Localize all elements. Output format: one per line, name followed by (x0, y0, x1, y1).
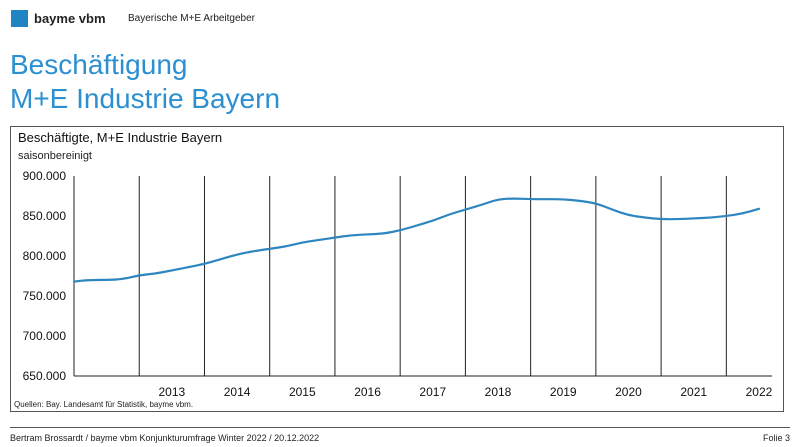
x-tick-label: 2022 (746, 385, 773, 399)
y-tick-label: 750.000 (23, 289, 67, 303)
y-tick-label: 850.000 (23, 209, 67, 223)
x-tick-label: 2018 (485, 385, 512, 399)
footer-citation: Bertram Brossardt / bayme vbm Konjunktur… (10, 432, 319, 444)
x-tick-label: 2019 (550, 385, 577, 399)
y-tick-label: 650.000 (23, 369, 67, 383)
y-tick-label: 800.000 (23, 249, 67, 263)
x-tick-label: 2020 (615, 385, 642, 399)
series-line-0 (74, 199, 759, 282)
x-tick-label: 2014 (224, 385, 251, 399)
x-tick-label: 2021 (680, 385, 707, 399)
x-tick-label: 2015 (289, 385, 316, 399)
footer-divider (10, 427, 790, 428)
x-tick-label: 2017 (419, 385, 446, 399)
x-tick-label: 2016 (354, 385, 381, 399)
y-tick-label: 900.000 (23, 169, 67, 183)
x-tick-label: 2013 (158, 385, 185, 399)
slide-number: Folie 3 (763, 432, 790, 444)
chart-source: Quellen: Bay. Landesamt für Statistik, b… (14, 400, 193, 410)
y-tick-label: 700.000 (23, 329, 67, 343)
